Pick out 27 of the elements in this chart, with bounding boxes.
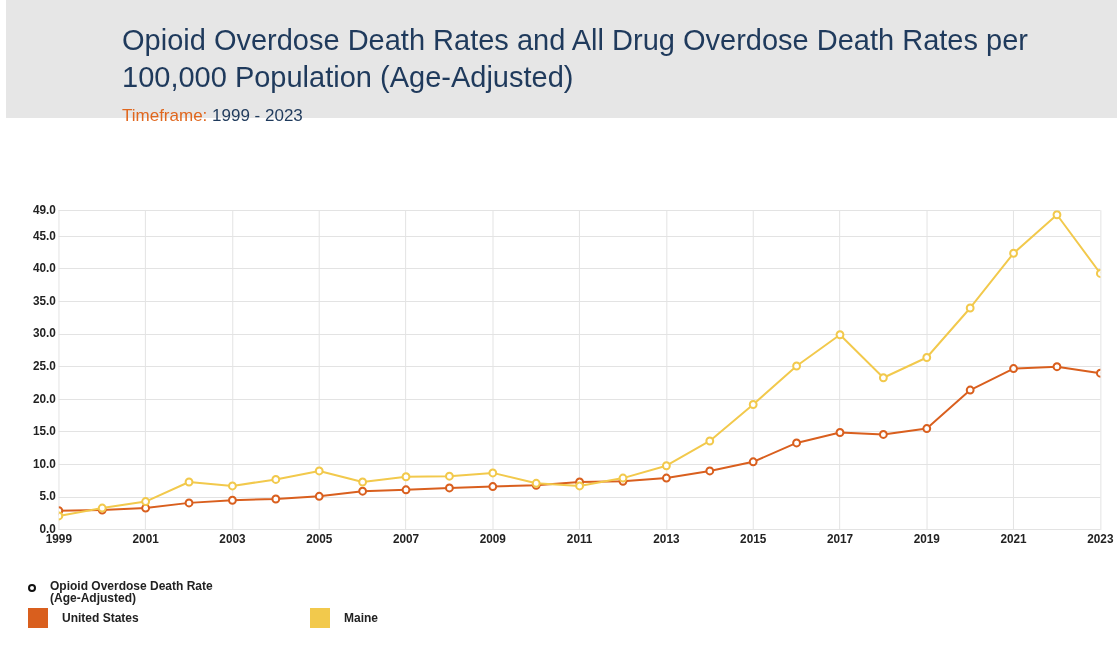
x-tick-label: 2015 — [740, 532, 767, 547]
legend-title: Opioid Overdose Death Rate (Age-Adjusted) — [50, 579, 214, 605]
x-tick-label: 2005 — [306, 532, 333, 547]
y-tick-label: 10.0 — [32, 456, 57, 471]
x-tick-label: 2009 — [479, 532, 507, 547]
chart-subtitle: Timeframe: 1999 - 2023 — [122, 106, 304, 126]
x-tick-label: 2003 — [219, 532, 246, 547]
y-tick-label: 30.0 — [32, 326, 57, 341]
legend-label: Maine — [344, 611, 379, 625]
y-tick-label: 25.0 — [32, 358, 57, 373]
chart-title: Opioid Overdose Death Rates and All Drug Overdose Death Rates per 100,000 Population (Age-Adjusted) — [122, 23, 1029, 95]
y-tick-label: 20.0 — [32, 391, 57, 406]
legend-label: United States — [62, 611, 139, 625]
y-tick-label: 40.0 — [32, 261, 57, 276]
x-tick-label: 2023 — [1087, 532, 1114, 547]
y-tick-label: 15.0 — [32, 424, 57, 439]
y-tick-label: 49.0 — [32, 202, 57, 217]
x-tick-label: 2013 — [653, 532, 680, 547]
x-tick-label: 2007 — [392, 532, 420, 547]
x-tick-label: 2021 — [1000, 532, 1028, 547]
x-tick-label: 2011 — [566, 532, 593, 547]
x-tick-label: 2019 — [913, 532, 941, 547]
x-tick-label: 2017 — [826, 532, 854, 547]
y-tick-label: 45.0 — [32, 228, 57, 243]
y-tick-label: 5.0 — [39, 489, 57, 504]
y-tick-label: 35.0 — [32, 293, 57, 308]
x-tick-label: 2001 — [132, 532, 160, 547]
